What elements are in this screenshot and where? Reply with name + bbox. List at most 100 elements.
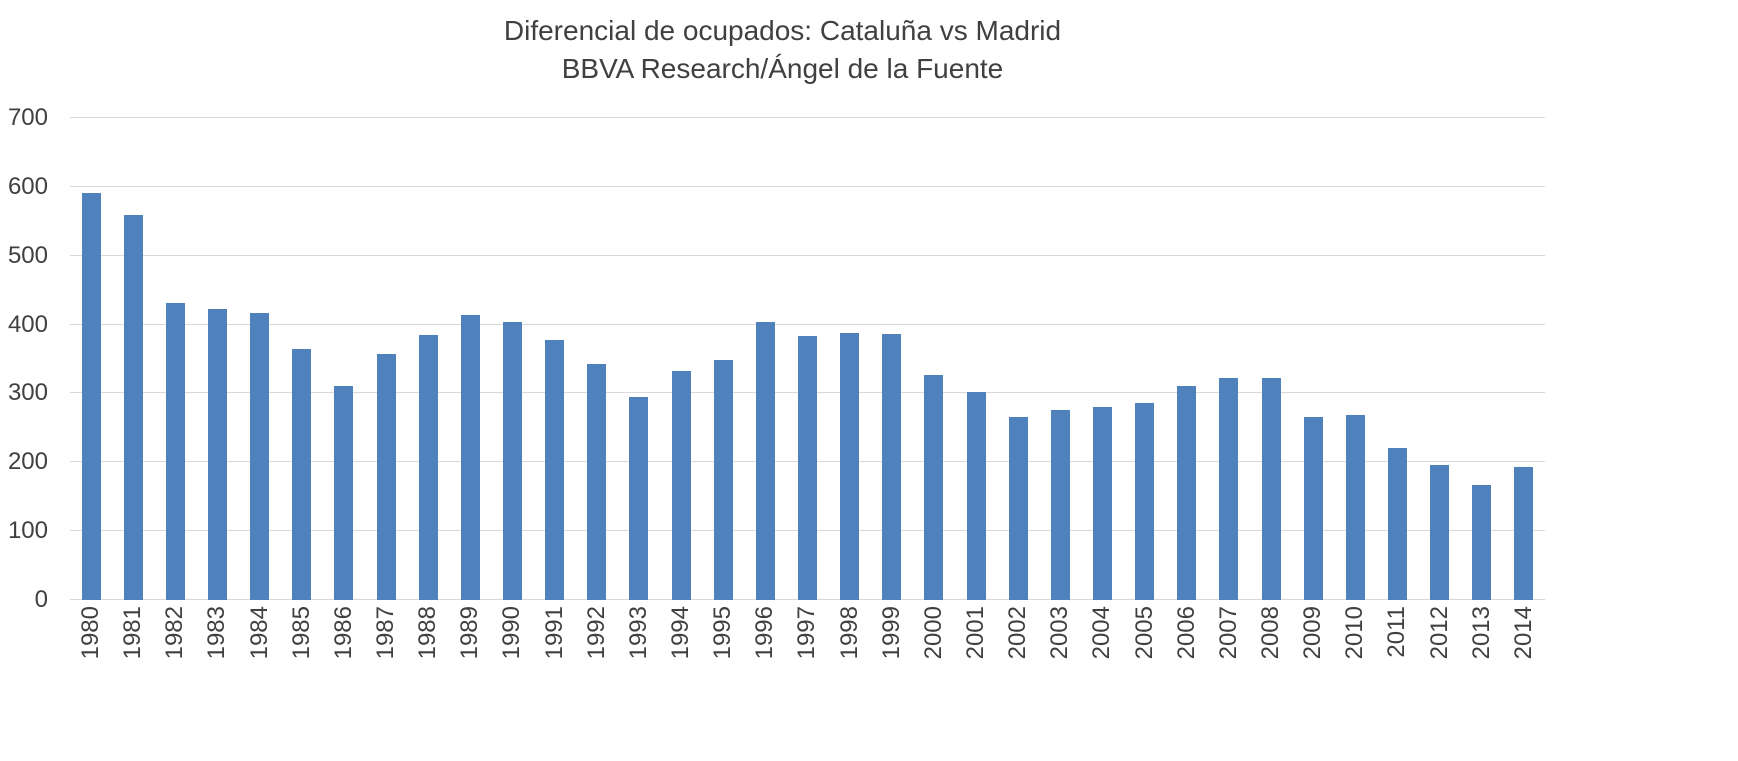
bar-2011 bbox=[1387, 447, 1407, 600]
x-label-cell: 1985 bbox=[281, 606, 323, 678]
bars-row bbox=[70, 118, 1545, 600]
bar-2013 bbox=[1472, 485, 1492, 600]
x-label-cell: 2014 bbox=[1503, 606, 1545, 678]
bar-cell bbox=[1461, 118, 1503, 600]
x-tick-label-2001: 2001 bbox=[962, 606, 990, 660]
bar-cell bbox=[491, 118, 533, 600]
gridline-500 bbox=[70, 254, 1545, 256]
bar-2004 bbox=[1092, 407, 1112, 600]
x-tick-label-1990: 1990 bbox=[498, 606, 526, 660]
x-tick-label-1998: 1998 bbox=[835, 606, 863, 660]
bar-1988 bbox=[418, 334, 438, 600]
x-label-cell: 2004 bbox=[1081, 606, 1123, 678]
bar-cell bbox=[1334, 118, 1376, 600]
x-tick-label-1987: 1987 bbox=[372, 606, 400, 660]
bar-2002 bbox=[1008, 416, 1028, 600]
chart-title: Diferencial de ocupados: Cataluña vs Mad… bbox=[503, 15, 1062, 46]
x-tick-label-1988: 1988 bbox=[414, 606, 442, 660]
x-tick-label-1993: 1993 bbox=[624, 606, 652, 660]
bar-1985 bbox=[292, 349, 312, 600]
x-label-cell: 2006 bbox=[1166, 606, 1208, 678]
y-tick-label-600: 600 bbox=[7, 172, 48, 200]
x-label-cell: 1984 bbox=[239, 606, 281, 678]
x-tick-label-1996: 1996 bbox=[751, 606, 779, 660]
bar-1986 bbox=[334, 385, 354, 600]
bar-cell bbox=[955, 118, 997, 600]
bar-cell bbox=[1419, 118, 1461, 600]
bar-cell bbox=[407, 118, 449, 600]
y-tick-label-700: 700 bbox=[7, 104, 48, 131]
x-tick-label-2014: 2014 bbox=[1509, 606, 1537, 660]
bar-cell bbox=[1166, 118, 1208, 600]
x-tick-label-1994: 1994 bbox=[667, 606, 695, 660]
bar-cell bbox=[576, 118, 618, 600]
x-label-cell: 2007 bbox=[1208, 606, 1250, 678]
x-label-cell: 1980 bbox=[70, 606, 112, 678]
bar-2003 bbox=[1050, 409, 1070, 600]
x-label-cell: 1987 bbox=[365, 606, 407, 678]
x-label-cell: 1998 bbox=[829, 606, 871, 678]
bar-cell bbox=[829, 118, 871, 600]
chart-header: Diferencial de ocupados: Cataluña vs Mad… bbox=[0, 12, 1565, 88]
bar-1992 bbox=[587, 363, 607, 600]
bar-cell bbox=[871, 118, 913, 600]
bar-1995 bbox=[713, 359, 733, 600]
x-label-cell: 1993 bbox=[618, 606, 660, 678]
bar-1981 bbox=[123, 215, 143, 600]
bar-1991 bbox=[545, 339, 565, 600]
x-label-cell: 2008 bbox=[1250, 606, 1292, 678]
bar-cell bbox=[1292, 118, 1334, 600]
x-label-cell: 1995 bbox=[702, 606, 744, 678]
bar-1999 bbox=[882, 334, 902, 600]
bar-cell bbox=[1081, 118, 1123, 600]
x-label-cell: 1990 bbox=[491, 606, 533, 678]
bar-cell bbox=[534, 118, 576, 600]
bar-1987 bbox=[376, 354, 396, 600]
gridline-700 bbox=[70, 117, 1545, 118]
x-tick-label-1981: 1981 bbox=[119, 606, 147, 660]
bar-cell bbox=[1208, 118, 1250, 600]
bar-2012 bbox=[1430, 465, 1450, 600]
chart-subtitle: BBVA Research/Ángel de la Fuente bbox=[561, 53, 1004, 84]
x-tick-label-2006: 2006 bbox=[1172, 606, 1200, 660]
x-tick-label-2009: 2009 bbox=[1299, 606, 1327, 660]
x-label-cell: 1989 bbox=[449, 606, 491, 678]
x-tick-label-2008: 2008 bbox=[1257, 606, 1284, 660]
x-tick-label-1995: 1995 bbox=[709, 606, 737, 660]
x-label-cell: 2000 bbox=[913, 606, 955, 678]
x-label-cell: 2001 bbox=[955, 606, 997, 678]
bar-2006 bbox=[1177, 385, 1197, 600]
gridline-600 bbox=[70, 185, 1545, 187]
x-tick-label-2004: 2004 bbox=[1088, 606, 1116, 660]
x-tick-label-2002: 2002 bbox=[1004, 606, 1032, 660]
x-label-cell: 1999 bbox=[871, 606, 913, 678]
x-label-cell: 2009 bbox=[1292, 606, 1334, 678]
x-tick-label-1985: 1985 bbox=[287, 606, 315, 660]
x-tick-label-1983: 1983 bbox=[203, 606, 231, 660]
bar-cell bbox=[786, 118, 828, 600]
bar-cell bbox=[1376, 118, 1418, 600]
x-tick-label-1999: 1999 bbox=[877, 606, 905, 660]
bar-2007 bbox=[1219, 378, 1239, 600]
x-tick-label-2010: 2010 bbox=[1341, 606, 1369, 660]
x-label-cell: 2002 bbox=[997, 606, 1039, 678]
bar-cell bbox=[323, 118, 365, 600]
y-tick-label-500: 500 bbox=[7, 241, 48, 269]
bar-cell bbox=[70, 118, 112, 600]
x-tick-label-1989: 1989 bbox=[456, 606, 484, 660]
bar-cell bbox=[1503, 118, 1545, 600]
bar-1993 bbox=[629, 396, 649, 600]
y-tick-label-400: 400 bbox=[7, 310, 48, 338]
y-tick-label-0: 0 bbox=[34, 586, 48, 613]
x-label-cell: 2010 bbox=[1334, 606, 1376, 678]
x-axis-labels: 1980 1981 1982 1983 1984 1985 1986 1987 1988 1989… bbox=[70, 606, 1545, 678]
bar-2000 bbox=[924, 374, 944, 600]
plot-area bbox=[70, 117, 1545, 600]
x-label-cell: 1992 bbox=[576, 606, 618, 678]
bar-1996 bbox=[755, 321, 775, 600]
bar-2008 bbox=[1261, 378, 1281, 600]
x-label-cell: 1988 bbox=[407, 606, 449, 678]
x-tick-label-1992: 1992 bbox=[582, 606, 610, 660]
bar-1983 bbox=[207, 309, 227, 600]
